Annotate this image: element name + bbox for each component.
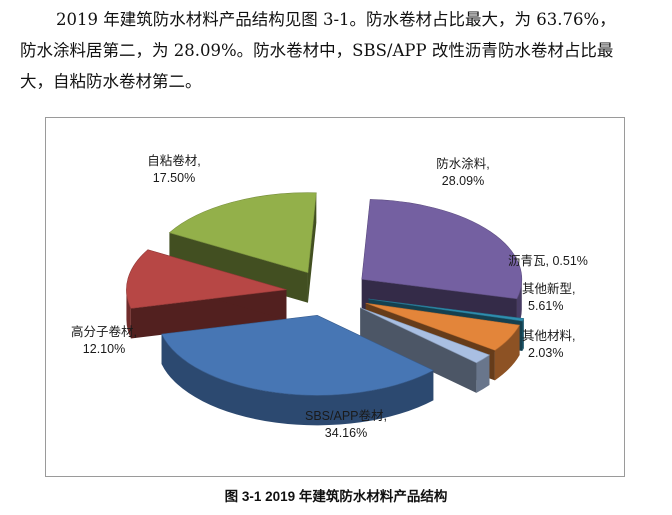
pie-chart: 防水涂料, 28.09% 沥青瓦, 0.51% 其他新型, 5.61% 其他材料, 2.03… (71, 153, 588, 440)
slice-value-slice-6: 17.50% (153, 171, 195, 185)
paragraph-line-3: 大，自粘防水卷材第二。 (20, 72, 202, 91)
slice-label-slice-2: 其他新型, (522, 281, 575, 296)
slice-value-slice-0: 28.09% (442, 174, 484, 188)
slice-label-slice-1: 沥青瓦, 0.51% (508, 254, 588, 268)
paragraph-line-2: 防水涂料居第二，为 28.09%。防水卷材中，SBS/APP 改性沥青防水卷材占… (20, 41, 614, 60)
pie-outer-wall-slice-0-0 (516, 279, 522, 329)
slice-label-sbs-app-4: SBS/APP卷材, (305, 408, 387, 423)
pie-outer-wall-slice-2-0 (494, 325, 520, 381)
pie-top-slice-0 (361, 199, 523, 300)
pie-top-slice-1 (368, 298, 525, 322)
pie-outer-wall-slice-1-0 (522, 318, 524, 351)
slice-label-slice-6: 自粘卷材, (147, 153, 200, 168)
pie-sides (126, 192, 525, 426)
slice-label-slice-3: 其他材料, (522, 329, 575, 343)
figure-caption: 图 3-1 2019 年建筑防水材料产品结构 (224, 489, 448, 504)
pie-outer-wall-slice-5-0 (126, 289, 131, 339)
pie-wall-slice-6-1 (307, 192, 317, 303)
pie-outer-wall-slice-3-0 (476, 354, 490, 393)
paragraph-line-1: 2019 年建筑防水材料产品结构见图 3-1。防水卷材占比最大，为 63.76%… (56, 10, 616, 29)
slice-value-slice-2: 5.61% (528, 299, 563, 313)
slice-label-slice-0: 防水涂料, (436, 156, 489, 171)
slice-value-slice-3: 2.03% (528, 346, 563, 360)
pie-slice-slice-5 (126, 249, 287, 339)
pie-labels: 防水涂料, 28.09% 沥青瓦, 0.51% 其他新型, 5.61% 其他材料, 2.03… (71, 153, 588, 440)
pie-top-slice-5 (126, 249, 287, 309)
slice-value-slice-5: 12.10% (83, 342, 125, 356)
slice-value-sbs-app-4: 34.16% (325, 426, 367, 440)
pie-slice-slice-6 (168, 192, 317, 303)
pie-top-slice-3 (360, 307, 491, 364)
body-paragraph: 2019 年建筑防水材料产品结构见图 3-1。防水卷材占比最大，为 63.76%… (20, 4, 660, 97)
pie-top-sbs-app-4 (161, 315, 434, 396)
pie-slice-sbs-app-4 (161, 315, 434, 426)
slice-label-slice-5: 高分子卷材, (71, 324, 137, 339)
chart-frame: 防水涂料, 28.09% 沥青瓦, 0.51% 其他新型, 5.61% 其他材料, 2.03… (45, 117, 625, 477)
pie-wall-slice-3-1 (360, 307, 477, 393)
pie-top-slice-2 (365, 302, 521, 351)
pie-slice-slice-3 (360, 307, 491, 393)
pie-wall-slice-6-0 (169, 232, 308, 303)
pie-outer-wall-sbs-app-4-0 (161, 334, 434, 426)
pie-top-slice-6 (168, 192, 317, 274)
